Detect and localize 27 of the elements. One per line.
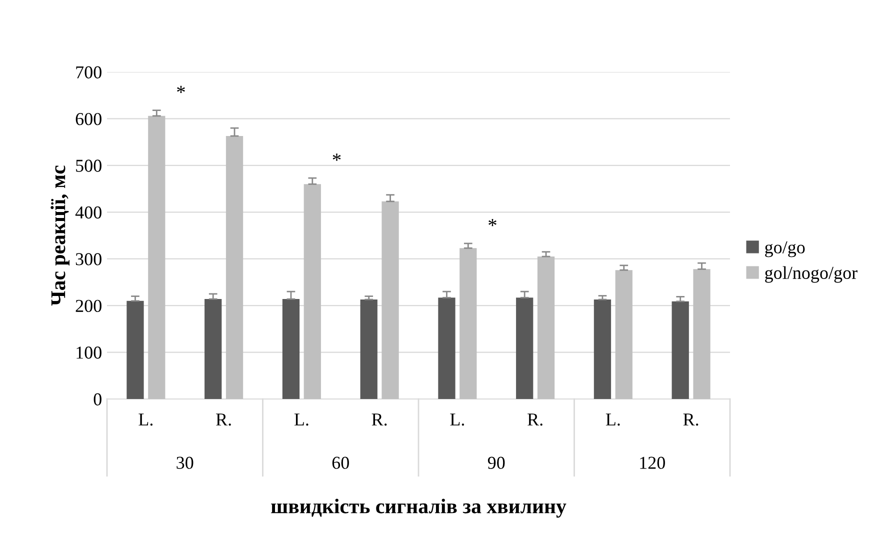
text: 120 bbox=[640, 456, 665, 469]
x-tick-label: L. bbox=[294, 414, 308, 426]
x-tick-label: L. bbox=[138, 414, 153, 426]
annotation: * bbox=[488, 219, 496, 226]
x-tick-label: L. bbox=[606, 414, 620, 426]
y-tick-label: 100 bbox=[76, 346, 102, 359]
annotation: * bbox=[332, 154, 341, 161]
x-tick-label: R. bbox=[683, 414, 698, 426]
text: 90 bbox=[488, 456, 505, 469]
legend-label: go/go bbox=[765, 241, 805, 258]
y-tick-label: 400 bbox=[75, 206, 102, 219]
y-tick-label: 600 bbox=[76, 112, 102, 126]
x-tick-label: R. bbox=[216, 414, 231, 426]
x-tick-label: R. bbox=[528, 414, 542, 426]
legend-label: gol/nogo/gor bbox=[765, 266, 858, 283]
y-tick-label: 500 bbox=[76, 160, 102, 172]
y-tick-label: 700 bbox=[76, 66, 102, 78]
text: 60 bbox=[332, 456, 349, 469]
annotation: * bbox=[177, 86, 185, 94]
y-tick-label: 200 bbox=[76, 300, 102, 312]
y-tick-label: 300 bbox=[76, 253, 102, 266]
x-axis-title: швидкість сигналів за хвилину bbox=[271, 498, 566, 518]
y-axis-title: Час реакції, мс bbox=[50, 166, 70, 306]
x-tick-label: R. bbox=[372, 414, 387, 426]
y-tick-label: 0 bbox=[94, 393, 102, 406]
x-tick-label: L. bbox=[450, 414, 464, 426]
text: 30 bbox=[176, 456, 194, 469]
